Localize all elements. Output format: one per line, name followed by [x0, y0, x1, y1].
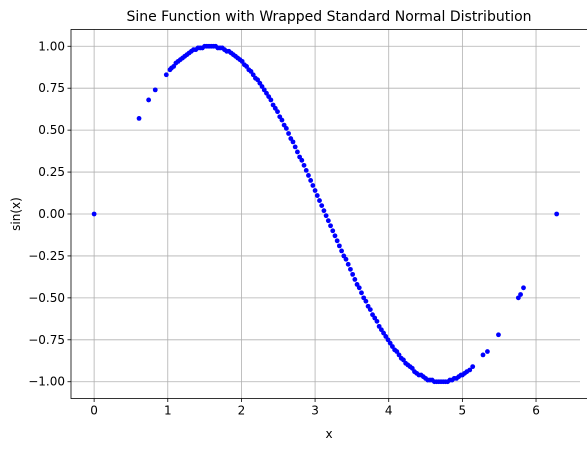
scatter-point: [345, 261, 351, 267]
y-tick-label: −0.75: [28, 333, 65, 347]
scatter-point: [283, 126, 289, 131]
scatter-point: [275, 109, 280, 115]
scatter-point: [317, 198, 322, 203]
scatter-point: [314, 193, 320, 198]
scatter-point: [290, 139, 296, 145]
scatter-point: [339, 248, 344, 254]
scatter-point: [286, 131, 291, 136]
chart-title: Sine Function with Wrapped Standard Norm…: [126, 9, 531, 25]
scatter-point: [295, 149, 300, 155]
x-tick-label: 5: [459, 404, 467, 418]
scatter-point: [321, 208, 327, 214]
scatter-point: [496, 332, 501, 338]
scatter-point: [136, 115, 142, 121]
scatter-point: [367, 307, 373, 313]
scatter-point: [279, 117, 285, 123]
scatter-point: [336, 243, 342, 249]
y-tick-label: 0.50: [38, 123, 65, 137]
x-tick-label: 4: [385, 404, 393, 418]
scatter-point: [163, 72, 169, 78]
scatter-point: [301, 162, 307, 168]
scatter-point: [348, 266, 353, 272]
scatter-point: [554, 211, 560, 217]
scatter-point: [303, 167, 309, 173]
y-tick-label: 0.00: [38, 207, 65, 221]
x-axis-ticks: 0 1 2 3 4 5 6: [90, 398, 540, 418]
x-tick-label: 2: [238, 404, 246, 418]
x-tick-label: 1: [164, 404, 172, 418]
scatter-point: [352, 277, 358, 282]
y-tick-label: 0.75: [38, 81, 65, 95]
scatter-point: [518, 292, 523, 297]
scatter-point: [350, 271, 356, 277]
scatter-point: [328, 223, 333, 229]
scatter-point: [356, 285, 362, 291]
scatter-point: [470, 364, 476, 370]
grid-lines: [71, 29, 580, 399]
x-tick-label: 0: [90, 404, 98, 418]
scatter-point: [312, 188, 318, 193]
scatter-point: [332, 233, 338, 239]
scatter-point: [146, 97, 152, 103]
scatter-point: [91, 211, 97, 217]
scatter-point: [292, 144, 298, 150]
scatter-point: [299, 157, 305, 163]
scatter-point: [521, 285, 526, 291]
y-tick-label: −0.50: [28, 291, 65, 305]
y-tick-label: 1.00: [38, 39, 65, 53]
scatter-point: [363, 298, 369, 304]
y-axis-label: sin(x): [9, 197, 23, 231]
data-points: [91, 43, 560, 385]
scatter-point: [359, 290, 364, 296]
y-tick-label: −0.25: [28, 249, 65, 263]
scatter-point: [330, 228, 336, 234]
y-tick-label: −1.00: [28, 375, 65, 389]
scatter-point: [306, 173, 311, 178]
scatter-point: [268, 97, 274, 103]
scatter-point: [323, 213, 329, 219]
x-tick-label: 3: [311, 404, 319, 418]
x-axis-label: x: [325, 427, 332, 441]
scatter-point: [334, 238, 340, 244]
scatter-point: [319, 203, 325, 209]
scatter-point: [374, 318, 380, 324]
scatter-point: [485, 349, 490, 354]
scatter-point: [480, 352, 486, 358]
scatter-point: [325, 218, 331, 224]
scatter-point: [308, 178, 314, 183]
x-tick-label: 6: [532, 404, 540, 418]
scatter-point: [467, 367, 473, 373]
scatter-point: [152, 87, 158, 93]
y-tick-label: 0.25: [38, 165, 65, 179]
y-axis-ticks: −1.00 −0.75 −0.50 −0.25 0.00 0.25 0.50 0.75 1.00: [28, 39, 71, 389]
scatter-point: [343, 256, 349, 262]
scatter-point: [310, 183, 316, 188]
